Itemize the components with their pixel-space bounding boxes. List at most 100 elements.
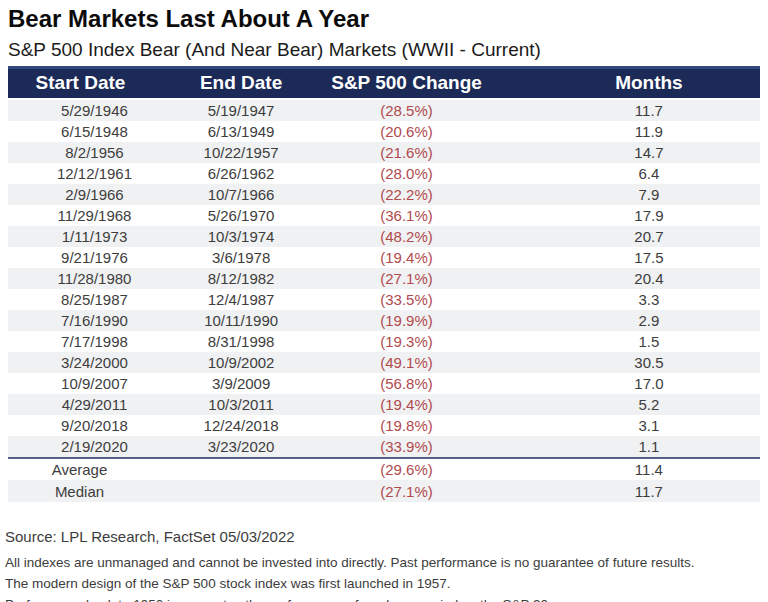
cell-end: 8/12/1982 <box>181 268 301 289</box>
cell-change: (33.5%) <box>301 289 512 310</box>
table-row: 11/28/19808/12/1982(27.1%)20.4 <box>8 268 760 289</box>
table-row: 1/11/197310/3/1974(48.2%)20.7 <box>8 226 760 247</box>
cell-change: (19.4%) <box>301 247 512 268</box>
cell-start: 6/15/1948 <box>8 121 181 142</box>
cell-months: 11.7 <box>512 480 760 502</box>
cell-change: (49.1%) <box>301 352 512 373</box>
cell-change: (19.4%) <box>301 394 512 415</box>
table-row: 12/12/19616/26/1962(28.0%)6.4 <box>8 163 760 184</box>
cell-start: 5/29/1946 <box>8 99 181 121</box>
cell-months: 14.7 <box>512 142 760 163</box>
table-row: 3/24/200010/9/2002(49.1%)30.5 <box>8 352 760 373</box>
cell-months: 11.9 <box>512 121 760 142</box>
cell-end: 5/19/1947 <box>181 99 301 121</box>
cell-months: 20.7 <box>512 226 760 247</box>
cell-end: 10/22/1957 <box>181 142 301 163</box>
cell-change: (19.8%) <box>301 415 512 436</box>
table-row: 7/16/199010/11/1990(19.9%)2.9 <box>8 310 760 331</box>
cell-months: 3.1 <box>512 415 760 436</box>
cell-start: 2/19/2020 <box>8 436 181 458</box>
cell-end: 3/23/2020 <box>181 436 301 458</box>
cell-change: (27.1%) <box>301 268 512 289</box>
source-line: Source: LPL Research, FactSet 05/03/2022 <box>5 528 760 545</box>
cell-label: Average <box>8 458 181 480</box>
cell-change: (56.8%) <box>301 373 512 394</box>
table-header-row: Start Date End Date S&P 500 Change Month… <box>8 68 760 100</box>
cell-change: (33.9%) <box>301 436 512 458</box>
cell-change: (36.1%) <box>301 205 512 226</box>
table-row: 4/29/201110/3/2011(19.4%)5.2 <box>8 394 760 415</box>
table-row: 9/21/19763/6/1978(19.4%)17.5 <box>8 247 760 268</box>
table-row: 8/2/195610/22/1957(21.6%)14.7 <box>8 142 760 163</box>
cell-months: 17.0 <box>512 373 760 394</box>
page: Bear Markets Last About A Year S&P 500 I… <box>0 0 768 602</box>
cell-start: 9/20/2018 <box>8 415 181 436</box>
cell-months: 17.9 <box>512 205 760 226</box>
cell-start: 8/2/1956 <box>8 142 181 163</box>
cell-change: (48.2%) <box>301 226 512 247</box>
cell-change: (28.0%) <box>301 163 512 184</box>
table-row: 2/19/20203/23/2020(33.9%)1.1 <box>8 436 760 458</box>
cell-months: 7.9 <box>512 184 760 205</box>
page-title: Bear Markets Last About A Year <box>8 6 760 32</box>
cell-end: 10/7/1966 <box>181 184 301 205</box>
cell-empty <box>181 480 301 502</box>
table-row: 11/29/19685/26/1970(36.1%)17.9 <box>8 205 760 226</box>
cell-start: 12/12/1961 <box>8 163 181 184</box>
summary-row: Median (27.1%)11.7 <box>8 480 760 502</box>
cell-end: 10/3/1974 <box>181 226 301 247</box>
cell-months: 1.5 <box>512 331 760 352</box>
column-header-start-date: Start Date <box>8 68 181 100</box>
cell-end: 3/9/2009 <box>181 373 301 394</box>
cell-empty <box>181 458 301 480</box>
cell-start: 11/28/1980 <box>8 268 181 289</box>
cell-end: 5/26/1970 <box>181 205 301 226</box>
table-row: 5/29/19465/19/1947(28.5%)11.7 <box>8 99 760 121</box>
table-row: 7/17/19988/31/1998(19.3%)1.5 <box>8 331 760 352</box>
table-row: 10/9/20073/9/2009(56.8%)17.0 <box>8 373 760 394</box>
cell-months: 30.5 <box>512 352 760 373</box>
summary-row: Average (29.6%)11.4 <box>8 458 760 480</box>
cell-start: 7/17/1998 <box>8 331 181 352</box>
table-row: 8/25/198712/4/1987(33.5%)3.3 <box>8 289 760 310</box>
bear-markets-table: Start Date End Date S&P 500 Change Month… <box>8 66 760 502</box>
cell-end: 3/6/1978 <box>181 247 301 268</box>
cell-months: 3.3 <box>512 289 760 310</box>
cell-end: 10/9/2002 <box>181 352 301 373</box>
cell-change: (21.6%) <box>301 142 512 163</box>
cell-start: 7/16/1990 <box>8 310 181 331</box>
cell-start: 3/24/2000 <box>8 352 181 373</box>
cell-end: 6/26/1962 <box>181 163 301 184</box>
cell-start: 9/21/1976 <box>8 247 181 268</box>
cell-change: (19.3%) <box>301 331 512 352</box>
table-body: 5/29/19465/19/1947(28.5%)11.76/15/19486/… <box>8 99 760 458</box>
cell-months: 2.9 <box>512 310 760 331</box>
table-summary-body: Average (29.6%)11.4 Median (27.1%)11.7 <box>8 458 760 502</box>
cell-change: (27.1%) <box>301 480 512 502</box>
cell-months: 20.4 <box>512 268 760 289</box>
cell-change: (22.2%) <box>301 184 512 205</box>
cell-start: 4/29/2011 <box>8 394 181 415</box>
table-row: 6/15/19486/13/1949(20.6%)11.9 <box>8 121 760 142</box>
cell-end: 12/24/2018 <box>181 415 301 436</box>
cell-change: (29.6%) <box>301 458 512 480</box>
footnote-3: Performance back to 1950 incorporates th… <box>5 594 760 602</box>
cell-end: 8/31/1998 <box>181 331 301 352</box>
cell-months: 11.4 <box>512 458 760 480</box>
cell-change: (20.6%) <box>301 121 512 142</box>
table-header: Start Date End Date S&P 500 Change Month… <box>8 68 760 100</box>
table-row: 2/9/196610/7/1966(22.2%)7.9 <box>8 184 760 205</box>
cell-start: 10/9/2007 <box>8 373 181 394</box>
cell-start: 8/25/1987 <box>8 289 181 310</box>
cell-start: 2/9/1966 <box>8 184 181 205</box>
column-header-months: Months <box>512 68 760 100</box>
column-header-end-date: End Date <box>181 68 301 100</box>
cell-months: 5.2 <box>512 394 760 415</box>
cell-start: 11/29/1968 <box>8 205 181 226</box>
cell-change: (28.5%) <box>301 99 512 121</box>
cell-label: Median <box>8 480 181 502</box>
cell-end: 6/13/1949 <box>181 121 301 142</box>
cell-end: 10/3/2011 <box>181 394 301 415</box>
page-subtitle: S&P 500 Index Bear (And Near Bear) Marke… <box>8 39 760 61</box>
footnote-2: The modern design of the S&P 500 stock i… <box>5 573 760 594</box>
